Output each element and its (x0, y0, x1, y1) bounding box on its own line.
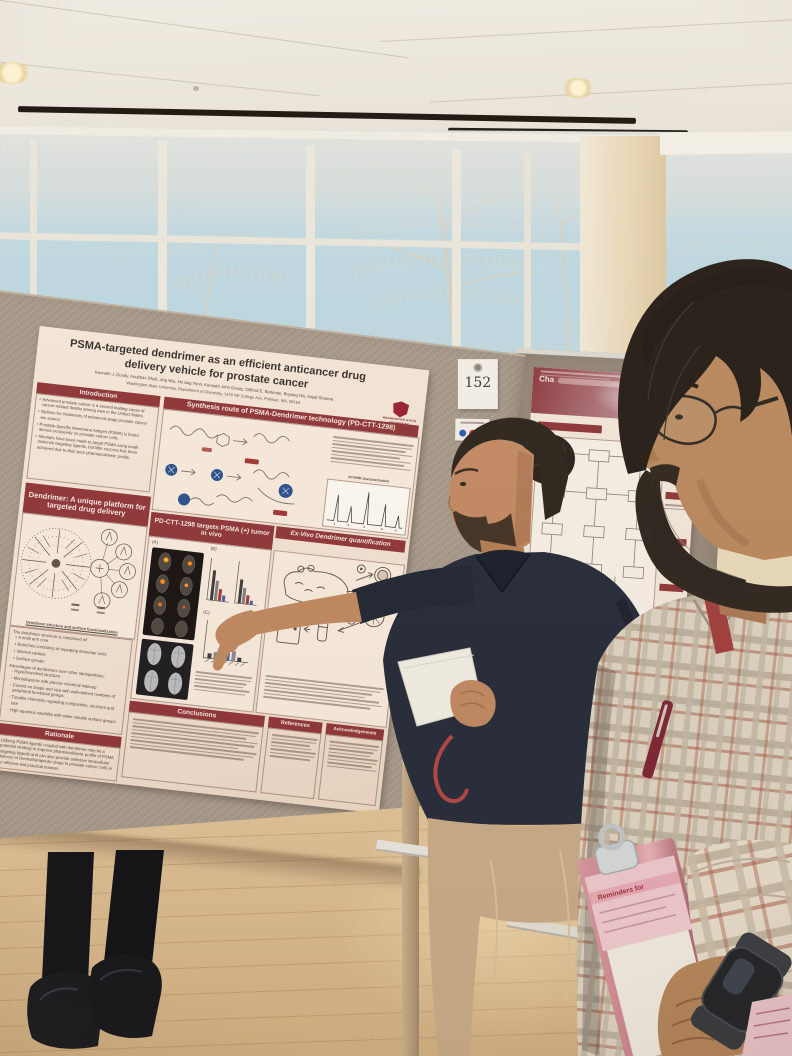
red-lanyard (433, 734, 469, 803)
invivo-bar-charts (202, 554, 266, 612)
ceiling (0, 0, 792, 148)
sprinkler (193, 86, 199, 91)
listener-beard-mass (649, 480, 746, 604)
listener-lanyard-strap (704, 594, 734, 654)
presenter-hair (451, 417, 569, 520)
ceiling-light (562, 78, 594, 98)
presenter-index-finger (212, 640, 233, 671)
behind-person-shoe (27, 972, 104, 1049)
presenter-forearm (244, 592, 362, 636)
ceiling-light (0, 62, 32, 84)
presenter-arm-sleeve (352, 566, 474, 624)
behind-person-leg (42, 852, 94, 982)
listener-beard (635, 470, 792, 613)
mouse-fluorescence-panel (142, 547, 204, 640)
presenter-ear (517, 486, 531, 508)
mouse-scan-panel (136, 639, 194, 701)
maroon-pen (642, 700, 673, 779)
dendrimer-structure-drawing (13, 513, 145, 622)
behind-person-shoe (89, 955, 162, 1039)
synthesis-scheme-drawing (155, 413, 327, 525)
behind-person-leg (104, 850, 164, 964)
listener-mustache (650, 464, 680, 486)
presenter-eye (459, 482, 467, 486)
synthesis-figure: 1H NMR characterization (152, 409, 420, 540)
presenter-eyebrow (454, 468, 479, 476)
easel-pole (402, 752, 419, 1056)
dendrimer-figure: Dendrimer structure and surface function… (10, 512, 148, 640)
nmr-spectrum (322, 479, 411, 536)
presenter-pointing-hand (215, 610, 260, 653)
presenter-collar (476, 549, 530, 592)
listener-eye (675, 414, 683, 420)
